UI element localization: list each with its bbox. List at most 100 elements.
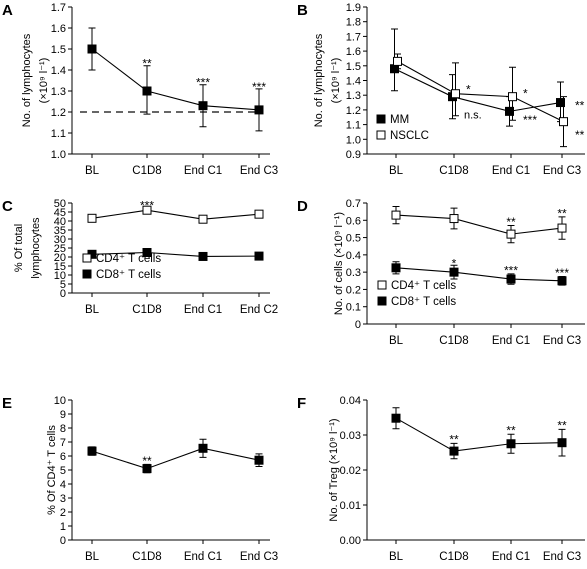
legend-marker	[376, 130, 386, 140]
x-tick-label: BL	[389, 551, 404, 563]
legend-marker	[377, 280, 387, 290]
x-tick-label: C1D8	[132, 551, 161, 563]
y-tick-label: 0	[355, 319, 361, 331]
axes	[71, 400, 270, 541]
data-point	[449, 446, 459, 456]
y-axis-title: lymphocytes	[30, 217, 42, 279]
y-tick-label: 1.7	[346, 31, 361, 43]
y-tick-label: 0.01	[340, 500, 361, 512]
y-tick-label: 8	[60, 423, 66, 435]
y-tick-label: 1.4	[346, 76, 361, 88]
y-axis-title: No. of Treg (×10⁹ l⁻¹)	[328, 418, 340, 521]
significance-mark: *	[452, 257, 457, 271]
legend: CD4⁺ T cells CD8⁺ T cells	[377, 280, 456, 308]
x-tick-label: BL	[389, 335, 404, 347]
y-tick-label: 0	[60, 535, 66, 547]
x-tick-label: End C1	[184, 551, 222, 563]
y-tick-label: 1.3	[51, 86, 66, 98]
legend-marker	[82, 269, 92, 279]
data-point	[87, 213, 97, 223]
x-tick-label: BL	[85, 165, 100, 177]
y-tick-label: 1.6	[51, 23, 66, 35]
y-tick-label: 0.7	[346, 198, 361, 210]
significance-mark: ***	[523, 113, 537, 127]
data-point	[557, 223, 567, 233]
y-tick-label: 40	[54, 216, 66, 228]
y-tick-label: 45	[54, 207, 66, 219]
data-point	[87, 446, 97, 456]
y-tick-label: 1.3	[346, 90, 361, 102]
significance-mark: *	[466, 82, 471, 96]
y-tick-label: 0.9	[346, 149, 361, 161]
y-tick-label: 10	[54, 270, 66, 282]
x-tick-label: End C3	[543, 335, 581, 347]
y-tick-label: 0.1	[346, 302, 361, 314]
series-nsclc	[393, 53, 568, 148]
data-point	[142, 86, 152, 96]
significance-mark: **	[142, 454, 152, 468]
data-point	[391, 210, 401, 220]
y-tick-label: 5	[60, 465, 66, 477]
legend-marker	[376, 114, 386, 124]
panel-label: B	[297, 2, 308, 19]
data-point	[198, 214, 208, 224]
x-tick-label: C1D8	[439, 551, 468, 563]
panel-B: B 0.9 1.0 1.1 1.2 1.3 1.4 1.5 1.6 1.7 1.8 1.9 BL C1D8…	[297, 2, 585, 177]
data-point	[557, 438, 567, 448]
significance-mark: **	[575, 98, 585, 112]
panel-D: D 0 0.1 0.2 0.3 0.4 0.5 0.6 0.7 BL C1D8 End C1 End C…	[297, 198, 585, 347]
series-line	[394, 68, 561, 112]
series-line	[91, 48, 260, 111]
x-tick-label: C1D8	[439, 165, 468, 177]
x-tick-label: End C3	[240, 165, 278, 177]
y-tick-label: 1.5	[346, 61, 361, 73]
significance-mark: **	[506, 215, 516, 229]
data-point	[559, 117, 568, 127]
x-tick-label: C1D8	[132, 304, 161, 316]
data-point	[393, 56, 402, 66]
y-tick-label: 0.4	[346, 250, 361, 262]
significance-mark: ***	[555, 266, 569, 280]
y-tick-label: 35	[54, 225, 66, 237]
series-1	[391, 407, 567, 460]
y-axis-title: (×10⁹ l⁻¹)	[38, 58, 50, 104]
data-point	[506, 439, 516, 449]
y-tick-label: 1.6	[346, 46, 361, 58]
y-tick-label: 15	[54, 261, 66, 273]
panel-label: C	[2, 198, 13, 215]
y-tick-label: 25	[54, 243, 66, 255]
x-tick-label: End C1	[492, 335, 530, 347]
series-line	[91, 447, 260, 470]
panel-F: F 0.00 0.01 0.02 0.03 0.04 BL C1D8 End C1 End C3 N…	[297, 395, 585, 563]
series-line	[397, 60, 564, 123]
legend-label: CD4⁺ T cells	[96, 253, 161, 265]
y-tick-label: 0.00	[340, 535, 361, 547]
data-point	[254, 251, 264, 261]
legend: MM NSCLC	[376, 114, 429, 142]
data-point	[198, 251, 208, 261]
y-tick-label: 0.04	[340, 395, 361, 407]
y-tick-label: 0.02	[340, 465, 361, 477]
y-tick-label: 30	[54, 234, 66, 246]
x-tick-label: End C1	[184, 304, 222, 316]
data-point	[391, 263, 401, 273]
data-point	[506, 274, 516, 284]
data-point	[142, 248, 152, 257]
y-tick-label: 9	[60, 409, 66, 421]
y-tick-label: 1.2	[346, 105, 361, 117]
legend-label: CD8⁺ T cells	[391, 296, 456, 308]
significance-mark: **	[557, 206, 567, 220]
data-point	[198, 443, 208, 453]
y-tick-label: 1.5	[51, 44, 66, 56]
panel-label: A	[2, 2, 13, 19]
significance-mark: n.s.	[464, 109, 482, 121]
legend-label: NSCLC	[390, 130, 429, 142]
y-tick-label: 0.03	[340, 430, 361, 442]
series-1	[87, 27, 264, 132]
y-tick-label: 1	[60, 521, 66, 533]
data-point	[254, 455, 264, 465]
x-tick-label: End C1	[492, 551, 530, 563]
series-line	[91, 209, 260, 220]
data-point	[506, 229, 516, 239]
